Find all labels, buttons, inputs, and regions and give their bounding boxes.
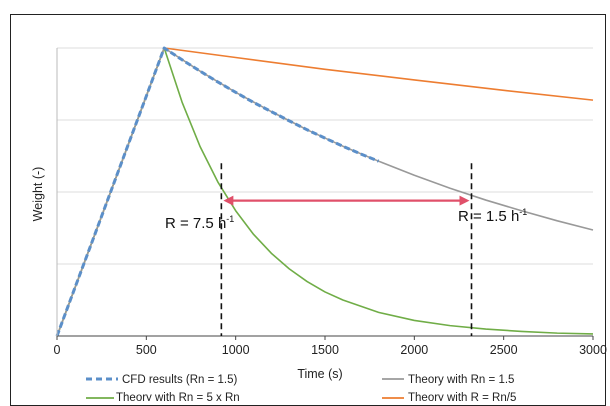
x-tick-label-0: 0 [54,343,61,357]
legend-label-theory-rn5: Theory with R = Rn/5 [408,392,516,401]
annotation-right: R = 1.5 h-1 [458,207,527,225]
axes: 0 500 1000 1500 2000 2500 3000 [54,48,607,357]
legend-label-theory-5rn: Theory with Rn = 5 x Rn [116,392,240,401]
annotation-left: R = 7.5 h-1 [165,214,234,232]
gridlines [57,47,593,265]
range-arrowhead-right [459,195,470,206]
y-axis-label: Weight (-) [31,167,45,222]
series-layer [55,46,594,337]
legend-label-cfd: CFD results (Rn = 1.5) [122,374,238,386]
legend-label-theory-rn: Theory with Rn = 1.5 [408,374,514,386]
x-tick-label-6: 3000 [579,343,607,357]
x-axis-label: Time (s) [297,367,342,381]
range-arrowhead-left [223,195,234,206]
series-line-0 [55,46,380,337]
series-line-2 [56,47,594,337]
legend: CFD results (Rn = 1.5) Theory with Rn = … [86,374,516,401]
x-tick-label-4: 2000 [400,343,428,357]
x-tick-label-5: 2500 [490,343,518,357]
x-tick-label-1: 500 [136,343,157,357]
x-tick-label-2: 1000 [222,343,250,357]
x-tick-label-3: 1500 [311,343,339,357]
annotations [220,163,473,336]
